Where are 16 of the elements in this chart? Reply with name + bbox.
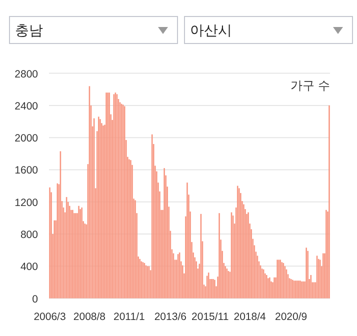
- y-tick-label: 800: [20, 229, 38, 242]
- x-tick-label: 2008/8: [73, 311, 106, 323]
- x-tick-label: 2011/1: [114, 311, 145, 323]
- x-tick-label: 2006/3: [34, 311, 66, 323]
- x-tick-label: 2020/9: [274, 311, 308, 323]
- x-tick-label: 2013/6: [154, 311, 187, 323]
- y-tick-label: 2800: [14, 68, 38, 80]
- y-tick-label: 0: [32, 293, 38, 306]
- y-tick-label: 2400: [14, 100, 38, 112]
- x-tick-label: 2018/4: [234, 311, 266, 323]
- y-tick-label: 2000: [14, 132, 38, 145]
- y-tick-label: 1200: [14, 196, 38, 209]
- y-axis-title: 가구 수: [290, 78, 330, 92]
- y-tick-label: 400: [20, 261, 38, 274]
- x-tick-label: 2015/11: [192, 311, 229, 323]
- y-tick-label: 1600: [14, 164, 38, 177]
